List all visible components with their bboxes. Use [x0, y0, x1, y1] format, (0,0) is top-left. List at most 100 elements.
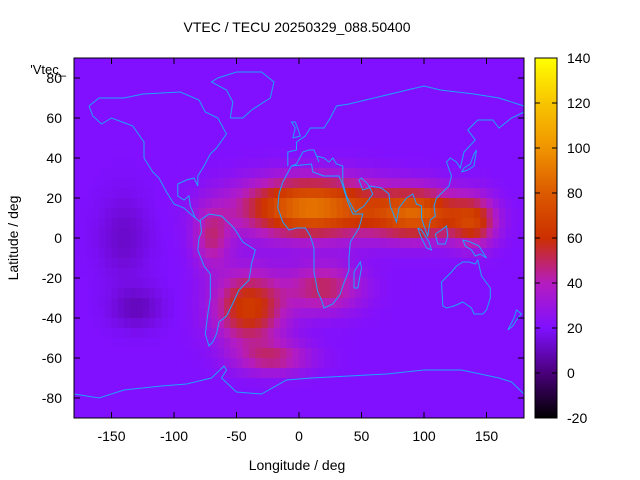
- heat-cell: [417, 78, 425, 89]
- heat-cell: [355, 328, 362, 339]
- heat-cell: [455, 358, 462, 369]
- heat-cell: [399, 238, 406, 249]
- heat-cell: [117, 348, 125, 359]
- heat-cell: [155, 58, 162, 69]
- heat-cell: [499, 368, 506, 379]
- heat-cell: [292, 398, 300, 409]
- heat-cell: [130, 298, 137, 309]
- heat-cell: [411, 128, 419, 139]
- heat-cell: [517, 208, 525, 219]
- heat-cell: [142, 308, 150, 319]
- heat-cell: [492, 78, 500, 89]
- heat-cell: [430, 148, 437, 159]
- heat-cell: [311, 238, 319, 249]
- heat-cell: [399, 158, 406, 169]
- heat-cell: [392, 268, 400, 279]
- heat-cell: [436, 168, 444, 179]
- heat-cell: [499, 348, 506, 359]
- heat-cell: [449, 238, 456, 249]
- heat-cell: [142, 288, 150, 299]
- heat-cell: [486, 108, 494, 119]
- heat-cell: [405, 218, 412, 229]
- heat-cell: [405, 208, 412, 219]
- y-tick-label: 80: [46, 70, 62, 86]
- heat-cell: [361, 288, 369, 299]
- heat-cell: [380, 398, 387, 409]
- heat-cell: [342, 388, 350, 399]
- heat-cell: [74, 268, 81, 279]
- heat-cell: [436, 158, 444, 169]
- heat-cell: [255, 188, 262, 199]
- heat-cell: [242, 128, 250, 139]
- heat-cell: [374, 148, 381, 159]
- heat-cell: [80, 268, 87, 279]
- heat-cell: [155, 278, 162, 289]
- heat-cell: [211, 148, 219, 159]
- heat-cell: [436, 88, 444, 99]
- heat-cell: [111, 108, 119, 119]
- heat-cell: [74, 358, 81, 369]
- heat-cell: [124, 78, 131, 89]
- heat-cell: [199, 388, 206, 399]
- heat-cell: [217, 308, 225, 319]
- heat-cell: [461, 218, 469, 229]
- heat-cell: [186, 298, 194, 309]
- heat-cell: [486, 88, 494, 99]
- heat-cell: [186, 218, 194, 229]
- heat-cell: [86, 298, 94, 309]
- heat-cell: [355, 178, 362, 189]
- heat-cell: [311, 408, 319, 419]
- heat-cell: [80, 248, 87, 259]
- heat-cell: [430, 248, 437, 259]
- heat-cell: [267, 68, 275, 79]
- heat-cell: [311, 318, 319, 329]
- heat-cell: [411, 308, 419, 319]
- heat-cell: [299, 388, 306, 399]
- heat-cell: [224, 298, 231, 309]
- heat-cell: [449, 118, 456, 129]
- heat-cell: [211, 168, 219, 179]
- heat-cell: [361, 318, 369, 329]
- heat-cell: [124, 248, 131, 259]
- heat-cell: [242, 408, 250, 419]
- heat-cell: [124, 408, 131, 419]
- heat-cell: [249, 338, 256, 349]
- heat-cell: [180, 148, 187, 159]
- heat-cell: [374, 108, 381, 119]
- heat-cell: [430, 358, 437, 369]
- heat-cell: [511, 308, 519, 319]
- heat-cell: [367, 98, 375, 109]
- heat-cell: [517, 358, 525, 369]
- heat-cell: [117, 298, 125, 309]
- heat-cell: [349, 118, 356, 129]
- heat-cell: [130, 288, 137, 299]
- heat-cell: [486, 408, 494, 419]
- heat-cell: [374, 298, 381, 309]
- heat-cell: [74, 118, 81, 129]
- heat-cell: [405, 278, 412, 289]
- heat-cell: [480, 58, 487, 69]
- heat-cell: [286, 198, 294, 209]
- heat-cell: [267, 328, 275, 339]
- heat-cell: [411, 78, 419, 89]
- heat-cell: [367, 198, 375, 209]
- heat-cell: [492, 158, 500, 169]
- heat-cell: [392, 118, 400, 129]
- heat-cell: [361, 248, 369, 259]
- heat-cell: [417, 128, 425, 139]
- heat-cell: [149, 288, 156, 299]
- heat-cell: [342, 118, 350, 129]
- heat-cell: [417, 348, 425, 359]
- heat-cell: [480, 268, 487, 279]
- heat-cell: [142, 128, 150, 139]
- heat-cell: [480, 168, 487, 179]
- heat-cell: [430, 168, 437, 179]
- heat-cell: [161, 208, 169, 219]
- heat-cell: [342, 248, 350, 259]
- heat-cell: [336, 158, 344, 169]
- heat-cell: [336, 108, 344, 119]
- heat-cell: [230, 188, 237, 199]
- heat-cell: [405, 128, 412, 139]
- heat-cell: [180, 58, 187, 69]
- heat-cell: [461, 128, 469, 139]
